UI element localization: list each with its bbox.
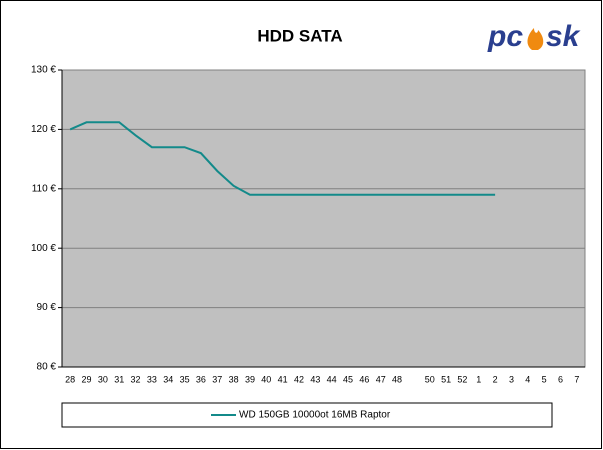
plot-area [61, 69, 586, 368]
x-tick-label: 37 [212, 374, 222, 384]
x-tick-label: 38 [229, 374, 239, 384]
x-tick-label: 51 [441, 374, 451, 384]
logo: pc sk [487, 20, 581, 53]
legend-label: WD 150GB 10000ot 16MB Raptor [239, 410, 391, 421]
x-tick-label: 4 [525, 374, 530, 384]
y-tick-label: 90 € [37, 302, 57, 313]
x-tick-label: 47 [376, 374, 386, 384]
x-tick-label: 36 [196, 374, 206, 384]
x-tick-label: 2 [493, 374, 498, 384]
x-tick-label: 3 [509, 374, 514, 384]
x-tick-label: 42 [294, 374, 304, 384]
x-tick-label: 1 [476, 374, 481, 384]
legend [61, 402, 553, 428]
x-tick-label: 43 [310, 374, 320, 384]
x-tick-label: 28 [65, 374, 75, 384]
x-tick-label: 31 [114, 374, 124, 384]
logo-flame [527, 28, 544, 50]
x-tick-label: 6 [558, 374, 563, 384]
y-tick-label: 120 € [31, 124, 56, 135]
x-tick-label: 33 [147, 374, 157, 384]
x-tick-label: 52 [457, 374, 467, 384]
y-tick-label: 110 € [32, 183, 57, 194]
x-tick-label: 50 [425, 374, 435, 384]
y-tick-label: 130 € [31, 65, 56, 76]
chart-title: HDD SATA [257, 26, 342, 45]
x-tick-label: 32 [131, 374, 141, 384]
logo-text: pc [487, 20, 523, 53]
x-tick-label: 30 [98, 374, 108, 384]
x-tick-label: 7 [574, 374, 579, 384]
x-tick-label: 48 [392, 374, 402, 384]
x-tick-label: 5 [542, 374, 547, 384]
logo-text: sk [546, 20, 581, 53]
line-series [69, 121, 496, 196]
x-tick-label: 29 [82, 374, 92, 384]
x-tick-label: 44 [327, 374, 337, 384]
y-tick-label: 100 € [31, 243, 56, 254]
x-tick-label: 45 [343, 374, 353, 384]
x-tick-label: 39 [245, 374, 255, 384]
y-tick-label: 80 € [37, 362, 57, 373]
x-tick-label: 40 [261, 374, 271, 384]
x-tick-label: 41 [278, 374, 288, 384]
x-tick-label: 34 [163, 374, 173, 384]
x-tick-label: 46 [359, 374, 369, 384]
x-tick-label: 35 [180, 374, 190, 384]
